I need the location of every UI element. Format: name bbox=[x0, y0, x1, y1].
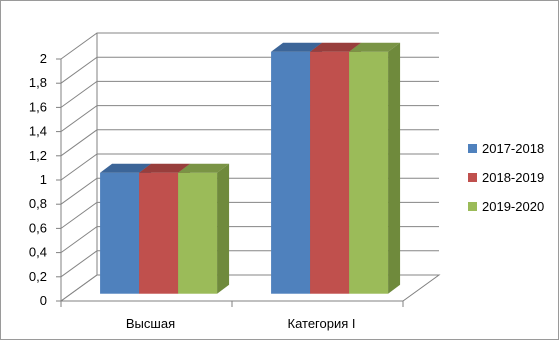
gridline bbox=[60, 32, 439, 60]
bar-front bbox=[349, 51, 389, 294]
bar-front bbox=[178, 172, 218, 294]
bar-side bbox=[388, 42, 401, 294]
y-tick-label: 0 bbox=[40, 293, 47, 308]
y-axis-ticks: 0 0,2 0,4 0,6 0,8 1 1,2 1,4 1,6 1,8 2 bbox=[29, 51, 61, 308]
bars bbox=[100, 42, 401, 294]
bar-front bbox=[310, 51, 350, 294]
x-axis-categories: Высшая Категория I bbox=[60, 301, 404, 331]
bar bbox=[178, 163, 230, 294]
legend-item: 2017-2018 bbox=[468, 141, 544, 156]
legend-swatch bbox=[468, 202, 477, 211]
legend-label: 2017-2018 bbox=[482, 141, 544, 156]
y-tick-label: 1 bbox=[40, 172, 47, 187]
bar-top bbox=[100, 163, 152, 173]
y-tick-label: 1,2 bbox=[29, 148, 47, 163]
legend-swatch bbox=[468, 173, 477, 182]
bar-front bbox=[139, 172, 179, 294]
x-category-label: Высшая bbox=[126, 316, 175, 331]
y-tick-label: 2 bbox=[40, 51, 47, 66]
legend-item: 2018-2019 bbox=[468, 170, 544, 185]
x-category-label: Категория I bbox=[288, 316, 356, 331]
y-tick-label: 0,8 bbox=[29, 196, 47, 211]
bar-top bbox=[139, 163, 191, 173]
y-tick-label: 1,8 bbox=[29, 75, 47, 90]
y-tick-label: 1,4 bbox=[29, 124, 47, 139]
y-tick-label: 0,4 bbox=[29, 245, 47, 260]
bar-front bbox=[100, 172, 140, 294]
y-tick-label: 1,6 bbox=[29, 99, 47, 114]
legend-swatch bbox=[468, 144, 477, 153]
legend-item: 2019-2020 bbox=[468, 199, 544, 214]
bar-top bbox=[310, 42, 362, 52]
bar-top bbox=[178, 163, 230, 173]
bar-front bbox=[271, 51, 311, 294]
legend: 2017-2018 2018-2019 2019-2020 bbox=[468, 141, 544, 214]
y-tick-label: 0,6 bbox=[29, 220, 47, 235]
y-tick-label: 0,2 bbox=[29, 269, 47, 284]
bar bbox=[349, 42, 401, 294]
bar-top bbox=[271, 42, 323, 52]
legend-label: 2019-2020 bbox=[482, 199, 544, 214]
bar-side bbox=[217, 163, 230, 294]
legend-label: 2018-2019 bbox=[482, 170, 544, 185]
bar-top bbox=[349, 42, 401, 52]
